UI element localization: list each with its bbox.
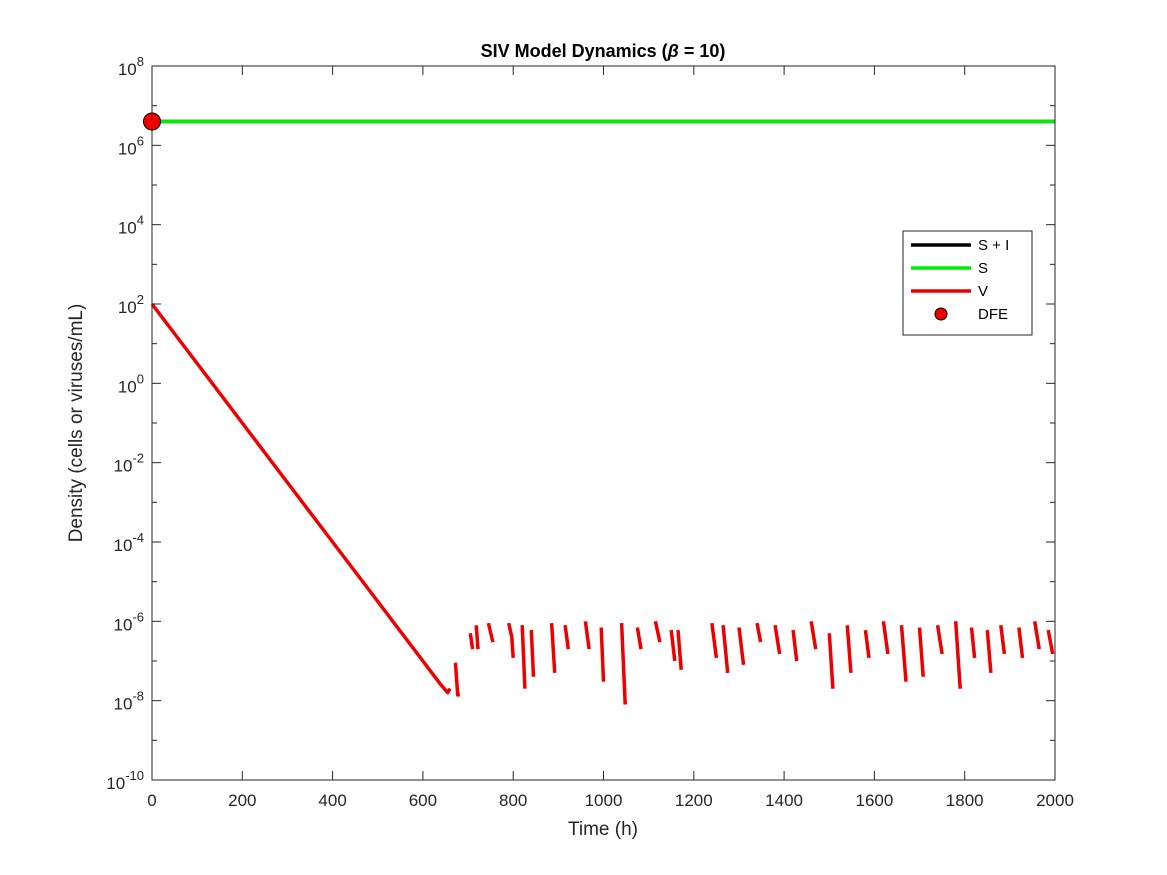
series-line-v-tail-1 <box>474 625 480 650</box>
series-line-v-tail-15 <box>710 622 719 659</box>
y-tick-label: 10-8 <box>114 689 144 714</box>
series-line-v-tail-13 <box>669 629 677 662</box>
title-main: SIV Model Dynamics ( <box>481 41 668 61</box>
y-ticks: 10-10 10-8 10-6 10-4 10-2 100 102 104 106 108 <box>106 54 1055 793</box>
x-tick-label: 1400 <box>765 791 803 810</box>
series-line-v-1 <box>453 662 460 697</box>
series-line-v-tail-35 <box>1046 629 1055 655</box>
marker-dfe <box>143 112 161 131</box>
x-tick-label: 800 <box>499 791 527 810</box>
y-tick-label: 102 <box>118 292 144 317</box>
chart-title: SIV Model Dynamics (β = 10) <box>481 41 726 61</box>
x-tick-label: 600 <box>409 791 437 810</box>
series-line-v-tail-2 <box>486 622 495 643</box>
x-tick-label: 1600 <box>855 791 893 810</box>
y-tick-label: 108 <box>118 54 144 79</box>
x-tick-label: 1000 <box>585 791 623 810</box>
x-ticks: 0 200 400 600 800 1000 1200 1400 1600 1800 2000 <box>147 66 1074 810</box>
series-line-v-tail-30 <box>969 627 977 659</box>
series-line-v-tail-26 <box>899 625 908 682</box>
y-tick-label: 10-2 <box>114 451 144 476</box>
markers-group <box>143 112 161 131</box>
y-tick-label: 10-10 <box>106 768 144 793</box>
series-group <box>150 119 1055 705</box>
series-line-v-tail-24 <box>863 629 871 659</box>
series-line-v-tail-17 <box>737 627 746 666</box>
series-line-v-tail-14 <box>676 629 683 670</box>
legend-swatch-dfe <box>934 307 948 321</box>
y-tick-label: 10-6 <box>114 609 144 634</box>
legend-label: S <box>978 260 988 277</box>
y-tick-label: 100 <box>118 371 144 396</box>
series-line-v-tail-23 <box>845 625 853 674</box>
legend-label: S + I <box>978 237 1009 254</box>
title-symbol: β <box>667 41 679 61</box>
x-axis-label: Time (h) <box>568 819 638 840</box>
series-line-v-tail-7 <box>563 624 571 650</box>
series-line-v-tail-28 <box>935 624 944 655</box>
y-tick-label: 10-4 <box>114 530 144 555</box>
y-tick-label: 106 <box>118 133 144 158</box>
series-line-v-tail-18 <box>755 622 763 643</box>
legend-label: V <box>978 283 988 300</box>
legend: S + I SV DFE <box>902 230 1033 336</box>
x-tick-label: 2000 <box>1036 791 1074 810</box>
series-line-v-tail-4 <box>520 625 527 689</box>
series-line-v-tail-22 <box>827 633 835 689</box>
series-line-v-tail-34 <box>1032 621 1041 650</box>
series-line-v-tail-5 <box>529 630 536 677</box>
y-tick-label: 104 <box>118 213 144 238</box>
series-line-v-tail-6 <box>549 622 557 674</box>
series-line-v-tail-16 <box>721 625 730 674</box>
title-rest: = 10) <box>679 41 726 61</box>
series-line-v-tail-3 <box>506 622 515 659</box>
x-tick-label: 200 <box>228 791 256 810</box>
legend-box <box>902 230 1033 336</box>
series-line-v-tail-29 <box>953 621 962 689</box>
series-line-v-tail-10 <box>619 623 627 705</box>
series-line-v-tail-8 <box>583 621 591 650</box>
series-line-v-tail-19 <box>773 624 782 655</box>
y-axis-label: Density (cells or viruses/mL) <box>66 304 87 543</box>
series-line-v-tail-12 <box>653 620 662 643</box>
series-line-v-tail-25 <box>881 621 890 655</box>
x-tick-label: 1800 <box>946 791 984 810</box>
legend-label: DFE <box>978 306 1008 323</box>
series-line-v-tail-33 <box>1017 627 1025 659</box>
series-line-v-tail-31 <box>985 629 993 674</box>
series-line-v-0 <box>150 302 452 695</box>
series-line-v-tail-21 <box>809 621 818 650</box>
x-tick-label: 0 <box>147 791 156 810</box>
series-line-v-tail-0 <box>468 633 475 650</box>
x-tick-label: 400 <box>318 791 346 810</box>
series-line-v-tail-9 <box>599 627 606 682</box>
series-line-v-tail-11 <box>635 627 643 650</box>
series-line-v-tail-27 <box>917 627 925 677</box>
series-line-v-tail-32 <box>999 624 1007 655</box>
series-line-v-tail-20 <box>791 629 799 662</box>
x-tick-label: 1200 <box>675 791 713 810</box>
